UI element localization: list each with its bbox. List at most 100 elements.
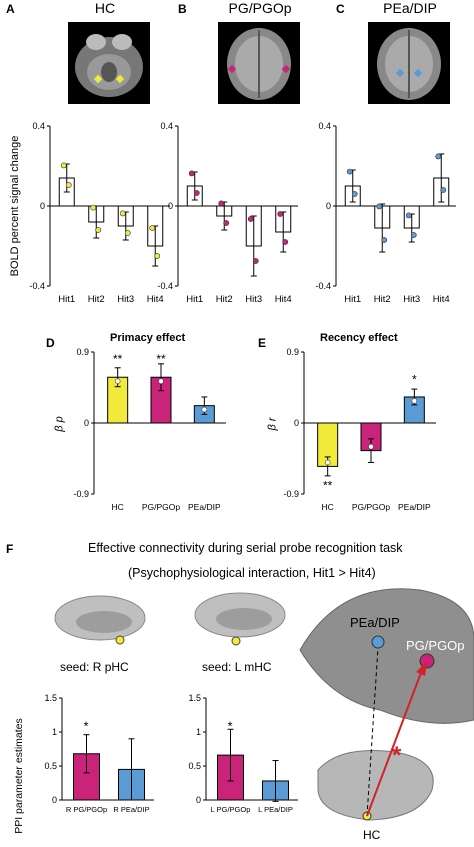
seed-1-label: seed: R pHC (60, 660, 129, 674)
data-point (188, 170, 195, 177)
significance-star: ** (113, 352, 123, 366)
data-point (218, 200, 225, 207)
x-tick-label: Hit3 (245, 294, 262, 305)
y-tick-label: 0.5 (44, 761, 57, 771)
hc-region-label: HC (363, 828, 381, 842)
y-tick-label: 1.5 (188, 693, 201, 703)
medial-brain-right-inner (76, 611, 132, 633)
data-point (411, 398, 418, 404)
pg-brain-slice (218, 22, 300, 104)
significance-star: ** (323, 478, 333, 492)
data-point (346, 168, 353, 175)
x-tick-label: Hit4 (275, 294, 292, 305)
panel-c-title: PEa/DIP (383, 0, 437, 16)
data-point (90, 204, 97, 211)
y-tick-label: -0.4 (29, 281, 45, 291)
data-point (405, 212, 412, 219)
x-tick-label: R PEa/DIP (113, 805, 149, 814)
data-point (435, 153, 442, 160)
significance-star: * (412, 373, 417, 387)
data-point (124, 230, 131, 236)
y-tick-label: 0.4 (32, 121, 45, 131)
data-point (114, 378, 121, 384)
arrow-head (416, 661, 427, 676)
data-point (410, 232, 417, 238)
y-tick-label: -0.4 (157, 281, 173, 291)
data-point (324, 459, 331, 466)
significance-star: ** (156, 352, 166, 366)
panel-d-ylabel: β p (53, 416, 66, 432)
data-point (223, 220, 230, 226)
arrow-connection (366, 669, 423, 817)
y-tick-label: 0 (168, 201, 173, 211)
panel-f-title-2: (Psychophysiological interaction, Hit1 >… (128, 566, 376, 580)
y-tick-label: -0.9 (283, 489, 299, 499)
data-point (381, 237, 388, 243)
x-tick-label: PG/PGOp (352, 502, 391, 512)
y-tick-label: 1 (52, 727, 57, 737)
x-tick-label: Hit3 (403, 294, 420, 305)
y-tick-label: -0.9 (73, 489, 89, 499)
pea-marker (371, 635, 385, 649)
panel-a-letter: A (6, 2, 15, 16)
x-tick-label: PG/PGOp (142, 502, 181, 512)
y-tick-label: 1 (196, 727, 201, 737)
significance-star: * (227, 719, 232, 734)
seed-2-label: seed: L mHC (202, 660, 272, 674)
data-point (282, 239, 289, 245)
medial-brain-left-inner (216, 608, 272, 630)
data-point (201, 406, 208, 413)
y-tick-label: 0.9 (286, 347, 299, 357)
x-tick-label: Hit1 (58, 294, 75, 305)
hc-seed-marker (115, 635, 125, 645)
y-tick-label: 0.4 (318, 121, 331, 131)
panel-b-title: PG/PGOp (228, 0, 292, 16)
data-point (252, 258, 259, 264)
pg-region-label: PG/PGOp (406, 638, 465, 653)
y-tick-label: 0.5 (188, 761, 201, 771)
data-point (65, 182, 72, 188)
panel-e-letter: E (258, 336, 267, 350)
x-tick-label: R PG/PGOp (66, 805, 107, 814)
x-tick-label: HC (322, 502, 334, 512)
pea-brain-slice (368, 22, 450, 104)
x-tick-label: Hit1 (186, 294, 203, 305)
x-tick-label: Hit3 (117, 294, 134, 305)
data-point (119, 210, 126, 217)
data-point (247, 216, 254, 222)
x-tick-label: Hit2 (88, 294, 105, 305)
data-point (440, 187, 447, 193)
ppi-y-axis-label: PPI parameter estimates (13, 718, 25, 834)
x-tick-label: Hit4 (433, 294, 450, 305)
y-tick-label: 0.9 (76, 347, 89, 357)
x-tick-label: PEa/DIP (398, 502, 431, 512)
data-point (351, 191, 358, 197)
y-tick-label: 0 (84, 418, 89, 428)
data-point (149, 225, 156, 231)
mhc-seed-marker (231, 636, 241, 646)
lateral-brain-surface (299, 588, 474, 724)
data-point (60, 162, 67, 169)
x-tick-label: Hit2 (216, 294, 233, 305)
data-point (193, 190, 200, 196)
panel-e-title: Recency effect (320, 332, 398, 344)
y-tick-label: 0 (40, 201, 45, 211)
x-tick-label: HC (112, 502, 124, 512)
medial-brain-inset (317, 749, 434, 821)
y-tick-label: -0.4 (315, 281, 331, 291)
data-point (376, 203, 383, 210)
x-tick-label: Hit2 (374, 294, 391, 305)
panel-c-letter: C (336, 2, 345, 16)
panel-f-letter: F (6, 542, 14, 556)
x-tick-label: Hit1 (344, 294, 361, 305)
panel-d-title: Primacy effect (110, 332, 186, 344)
y-tick-label: 0.4 (160, 121, 173, 131)
dashed-connection (366, 647, 379, 817)
panel-f-title-1: Effective connectivity during serial pro… (88, 541, 403, 555)
x-tick-label: PEa/DIP (188, 502, 221, 512)
data-point (368, 443, 374, 450)
data-point (95, 227, 102, 233)
x-tick-label: L PEa/DIP (258, 805, 293, 814)
y-tick-label: 1.5 (44, 693, 57, 703)
x-tick-label: Hit4 (147, 294, 164, 305)
